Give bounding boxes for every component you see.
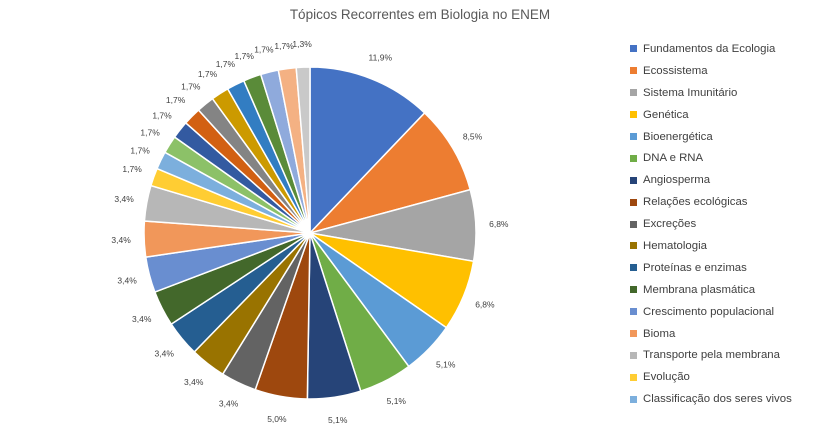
slice-data-label: 1,7% [181,81,201,91]
legend-label: Classificação dos seres vivos [643,393,792,406]
legend-swatch [630,45,637,53]
legend-label: Crescimento populacional [643,305,775,318]
slice-data-label: 1,3% [292,39,312,49]
legend-swatch [630,330,637,338]
legend-swatch [630,264,637,272]
slice-data-label: 5,1% [328,415,348,425]
slice-data-label: 1,7% [216,59,236,69]
legend-item: Angiosperma [630,169,830,191]
slice-data-label: 3,4% [114,194,134,204]
chart-title: Tópicos Recorrentes em Biologia no ENEM [289,7,551,22]
legend-item: Sistema Imunitário [630,82,830,104]
legend-swatch [630,220,637,228]
legend-item: Hematologia [630,235,830,257]
chart-legend: Fundamentos da Ecologia Ecossistema Sistem… [630,38,830,410]
slice-data-label: 3,4% [155,348,175,358]
legend-swatch [630,373,637,381]
legend-item: Transporte pela membrana [630,344,830,366]
legend-swatch [630,154,637,162]
legend-label: Hematologia [643,239,707,252]
legend-swatch [630,67,637,75]
legend-label: Evolução [643,371,690,384]
legend-swatch [630,395,637,403]
slice-data-label: 6,8% [489,219,509,229]
legend-swatch [630,198,637,206]
slice-data-label: 6,8% [475,300,495,310]
legend-label: Excreções [643,218,697,231]
legend-item: Excreções [630,213,830,235]
slice-data-label: 3,4% [132,314,152,324]
legend-label: DNA e RNA [643,152,704,165]
slice-data-label: 3,4% [111,235,131,245]
legend-item: Ecossistema [630,60,830,82]
slice-data-label: 3,4% [117,276,137,286]
slice-data-label: 5,1% [387,396,407,406]
slice-data-label: 1,7% [152,111,172,121]
legend-label: Bioenergética [643,130,713,143]
legend-item: Bioenergética [630,126,830,148]
slice-data-label: 3,4% [219,399,239,409]
slice-data-label: 1,7% [130,145,150,155]
legend-item: Relações ecológicas [630,191,830,213]
legend-label: Proteínas e enzimas [643,261,747,274]
slice-data-label: 1,7% [122,164,142,174]
legend-swatch [630,89,637,97]
legend-item: Membrana plasmática [630,279,830,301]
pie-slice [309,66,426,235]
slice-data-label: 5,0% [267,414,287,424]
legend-item: Crescimento populacional [630,301,830,323]
legend-item: Classificação dos seres vivos [630,388,830,410]
legend-swatch [630,176,637,184]
legend-item: Proteínas e enzimas [630,257,830,279]
slice-data-label: 1,7% [166,95,186,105]
slice-data-label: 3,4% [184,377,204,387]
legend-label: Bioma [643,327,676,340]
pie-slices [143,66,477,400]
legend-label: Relações ecológicas [643,196,748,209]
legend-swatch [630,351,637,359]
legend-item: Bioma [630,323,830,345]
slice-data-label: 5,1% [436,360,456,370]
slice-data-label: 1,7% [140,127,160,137]
legend-swatch [630,286,637,294]
legend-item: DNA e RNA [630,147,830,169]
slice-data-label: 11,9% [369,53,393,63]
legend-swatch [630,111,637,119]
legend-swatch [630,308,637,316]
legend-item: Genética [630,104,830,126]
legend-item: Evolução [630,366,830,388]
legend-item: Fundamentos da Ecologia [630,38,830,60]
slice-data-label: 1,7% [274,41,294,51]
slice-data-label: 1,7% [254,45,274,55]
slice-data-label: 1,7% [198,69,218,79]
legend-label: Sistema Imunitário [643,86,738,99]
legend-swatch [630,133,637,140]
legend-label: Membrana plasmática [643,283,756,296]
slice-data-label: 1,7% [235,51,255,61]
pie-slice [295,66,311,234]
legend-label: Genética [643,108,689,121]
legend-label: Fundamentos da Ecologia [643,42,776,55]
legend-label: Angiosperma [643,174,711,187]
legend-label: Transporte pela membrana [643,349,780,362]
legend-label: Ecossistema [643,64,708,77]
slice-data-label: 8,5% [463,131,483,141]
pie-slice [307,111,472,235]
legend-swatch [630,242,637,250]
slice-labels: 11,9% 8,5% 6,8% 6,8% 5,1% 5,1% 5,1% 5,0% 3,4% 3,4… [111,39,509,425]
